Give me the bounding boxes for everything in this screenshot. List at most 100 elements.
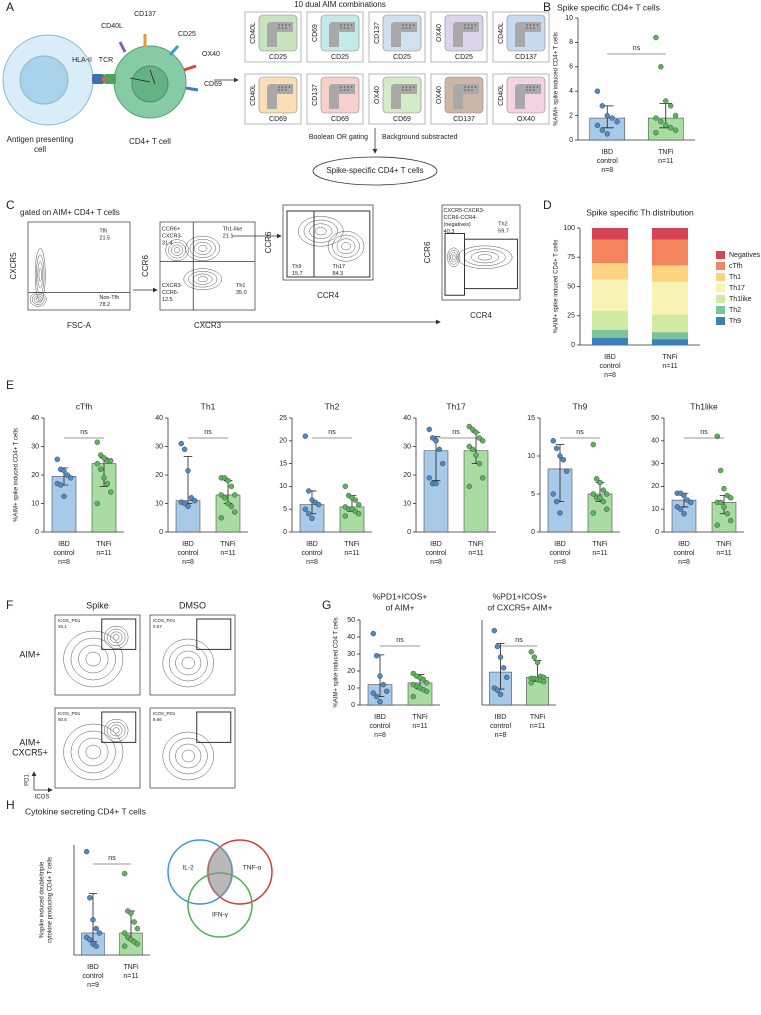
combo-dot [526, 27, 528, 29]
panel-letter: G [322, 598, 331, 612]
legend-label: Th2 [729, 307, 741, 314]
combo-dot [474, 86, 477, 88]
data-point [108, 458, 114, 464]
contour [174, 247, 181, 254]
combo-dot [343, 89, 346, 91]
combo-dot [464, 86, 466, 88]
combo-dot [533, 24, 535, 26]
combo-dot [278, 24, 280, 26]
data-point [370, 690, 376, 696]
y-tick-label: 30 [347, 651, 355, 658]
data-point [121, 943, 128, 949]
data-point [426, 426, 432, 433]
combo-y-label: OX40 [374, 86, 381, 104]
y-tick-label: 100 [563, 225, 575, 232]
combo-dot [347, 89, 349, 91]
panel-letter: D [543, 198, 552, 212]
chart-title: %PD1+ICOS+ [493, 591, 548, 601]
data-point [424, 680, 430, 686]
bar-segment [592, 239, 628, 264]
apc-label: Antigen presenting [7, 135, 74, 144]
data-point [436, 446, 443, 453]
contour [110, 631, 123, 644]
y-tick-label: 10 [31, 500, 39, 507]
combo-dot [347, 86, 349, 88]
data-point [663, 98, 669, 104]
combo-gate [320, 76, 360, 114]
contour [309, 223, 333, 239]
legend-label: Th1 [729, 274, 741, 281]
combo-y-label: CD40L [498, 22, 505, 44]
contour [193, 241, 212, 255]
combo-dot [288, 86, 291, 88]
combo-dot [347, 27, 349, 29]
x-tick-label: control [369, 723, 390, 730]
contour [314, 227, 327, 236]
bar [463, 450, 489, 533]
x-tick-label: TNFi [412, 714, 428, 721]
hla-molecule [92, 74, 104, 84]
data-point [476, 460, 483, 467]
y-tick-label: 0 [283, 529, 287, 536]
flow-plot [149, 707, 236, 789]
y-tick-label: 0 [351, 702, 355, 709]
combo-dot [340, 86, 342, 88]
venn-label: IL-2 [182, 865, 194, 872]
data-point [225, 478, 231, 484]
combo-dot [405, 86, 408, 88]
chart-title: Spike specific Th distribution [586, 207, 694, 217]
data-point [181, 446, 188, 453]
data-point [178, 440, 184, 447]
data-point [433, 480, 439, 487]
combo-dot [529, 24, 532, 26]
data-point [469, 446, 476, 453]
data-point [61, 493, 67, 500]
y-tick-label: 40 [347, 634, 355, 641]
combo-dot [474, 24, 477, 26]
data-point [232, 492, 238, 498]
data-point [590, 491, 596, 497]
data-point [373, 653, 380, 659]
data-point [604, 491, 610, 497]
data-point [557, 510, 563, 516]
combo-dot [278, 27, 280, 29]
data-point [61, 468, 67, 474]
y-tick-label: 10 [651, 506, 659, 513]
data-point [480, 475, 486, 481]
combo-dot [526, 24, 528, 26]
combo-gate [382, 76, 422, 114]
combo-y-label: CD40L [250, 84, 257, 106]
data-point [370, 630, 376, 637]
y-tick-label: 5 [283, 506, 287, 513]
gate-name: ICOS_PD1 [153, 618, 176, 623]
combo-dot [529, 27, 532, 29]
combo-x-label: CD69 [393, 116, 411, 123]
contour [38, 267, 42, 282]
panel-letter: E [6, 378, 14, 392]
data-point [128, 910, 134, 916]
contour [78, 737, 109, 767]
data-point [94, 439, 100, 445]
chart-title: Spike specific CD4+ T cells [557, 2, 660, 12]
flow-y-label: CCR6 [423, 241, 432, 263]
data-point [597, 479, 603, 486]
x-tick-label: n=11 [592, 550, 607, 557]
y-tick-label: 0 [35, 529, 39, 536]
gate-label: CXCR3- [162, 233, 183, 239]
combo-dot [526, 86, 528, 88]
data-point [302, 506, 308, 512]
contour [107, 721, 126, 740]
data-point [97, 466, 104, 472]
data-point [356, 501, 362, 508]
result-label: Spike-specific CD4+ T cells [326, 166, 423, 175]
combo-dot [529, 86, 532, 88]
contour [104, 625, 129, 649]
y-tick-label: 30 [651, 460, 659, 467]
x-tick-label: TNFi [658, 149, 674, 156]
contour [37, 261, 44, 289]
contour [181, 656, 195, 670]
apc-nucleus [19, 55, 69, 105]
data-point [68, 475, 74, 481]
data-point [658, 118, 664, 125]
